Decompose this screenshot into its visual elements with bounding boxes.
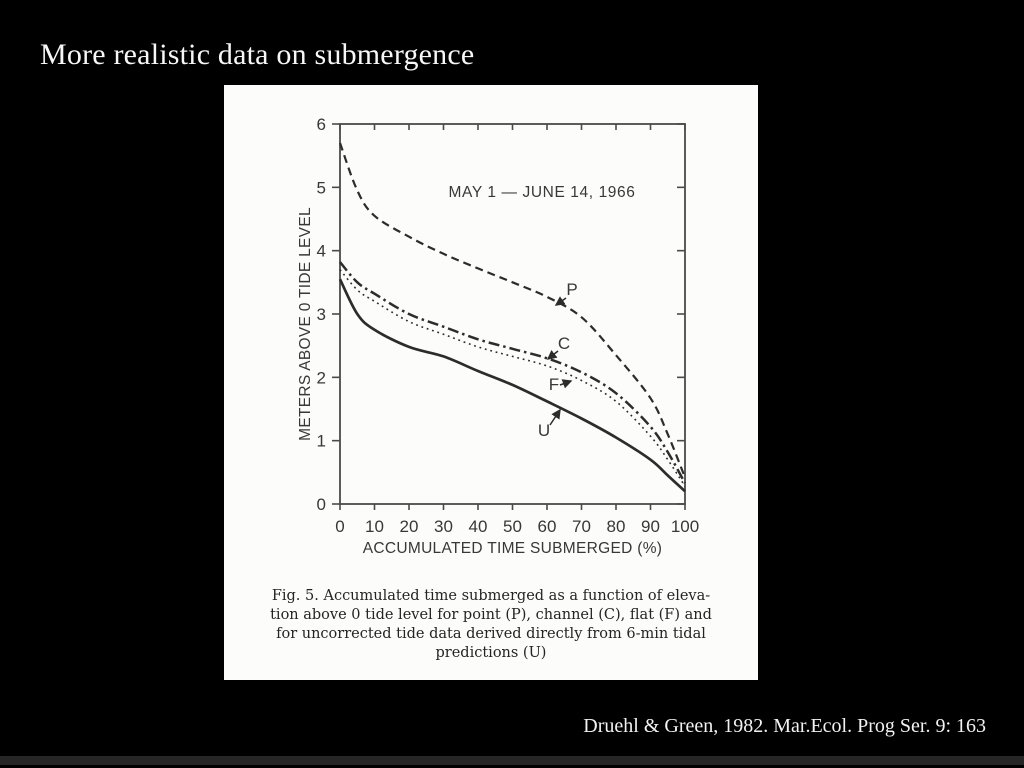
x-tick-label: 10 bbox=[365, 517, 384, 536]
curve-U bbox=[338, 278, 686, 493]
y-tick-label: 3 bbox=[317, 305, 326, 324]
curve-label-arrow-F bbox=[559, 379, 573, 389]
x-tick-label: 40 bbox=[469, 517, 488, 536]
x-tick-label: 30 bbox=[434, 517, 453, 536]
curve-F bbox=[339, 269, 686, 487]
date-range-annotation: MAY 1 — JUNE 14, 1966 bbox=[449, 184, 636, 201]
slide-title: More realistic data on submergence bbox=[40, 38, 475, 71]
curve-label-C: C bbox=[558, 334, 570, 353]
x-tick-label: 50 bbox=[503, 517, 522, 536]
figure-caption: Fig. 5. Accumulated time submerged as a … bbox=[251, 587, 731, 663]
scanned-figure: 0 10 20 30 40 50 60 70 80 90 100 0 1 2 3 4 5 6 ACCUMULATED… bbox=[224, 85, 758, 680]
y-axis-title: METERS ABOVE 0 TIDE LEVEL bbox=[297, 207, 314, 441]
y-tick-label: 0 bbox=[317, 495, 326, 514]
slide-bottom-bar bbox=[0, 756, 1024, 765]
curve-label-U: U bbox=[538, 421, 550, 440]
caption-line: Fig. 5. Accumulated time submerged as a … bbox=[271, 588, 711, 604]
caption-line: tion above 0 tide level for point (P), c… bbox=[270, 607, 712, 623]
y-tick-label: 4 bbox=[317, 242, 326, 261]
curve-label-arrow-C bbox=[546, 350, 559, 360]
y-tick-label: 6 bbox=[317, 115, 326, 134]
curve-label-arrow-P bbox=[554, 296, 567, 306]
curve-label-arrow-U bbox=[549, 408, 561, 426]
x-tick-label: 100 bbox=[671, 517, 699, 536]
curve-P bbox=[338, 142, 687, 478]
x-tick-label: 60 bbox=[538, 517, 557, 536]
x-axis-title: ACCUMULATED TIME SUBMERGED (%) bbox=[363, 540, 663, 557]
x-tick-label: 80 bbox=[607, 517, 626, 536]
y-tick-label: 1 bbox=[317, 432, 326, 451]
curve-label-F: F bbox=[549, 375, 559, 394]
y-tick-label: 5 bbox=[317, 178, 326, 197]
tide-submergence-chart: 0 10 20 30 40 50 60 70 80 90 100 0 1 2 3 4 5 6 ACCUMULATED… bbox=[297, 115, 699, 557]
x-tick-label: 70 bbox=[572, 517, 591, 536]
x-tick-label: 0 bbox=[335, 517, 344, 536]
caption-line: predictions (U) bbox=[435, 645, 547, 661]
curve-C bbox=[339, 261, 687, 484]
y-tick-label: 2 bbox=[317, 368, 326, 387]
x-tick-label: 20 bbox=[400, 517, 419, 536]
x-tick-label: 90 bbox=[641, 517, 660, 536]
caption-line: for uncorrected tide data derived direct… bbox=[276, 626, 706, 642]
source-citation: Druehl & Green, 1982. Mar.Ecol. Prog Ser… bbox=[583, 715, 986, 737]
curve-label-P: P bbox=[566, 280, 577, 299]
